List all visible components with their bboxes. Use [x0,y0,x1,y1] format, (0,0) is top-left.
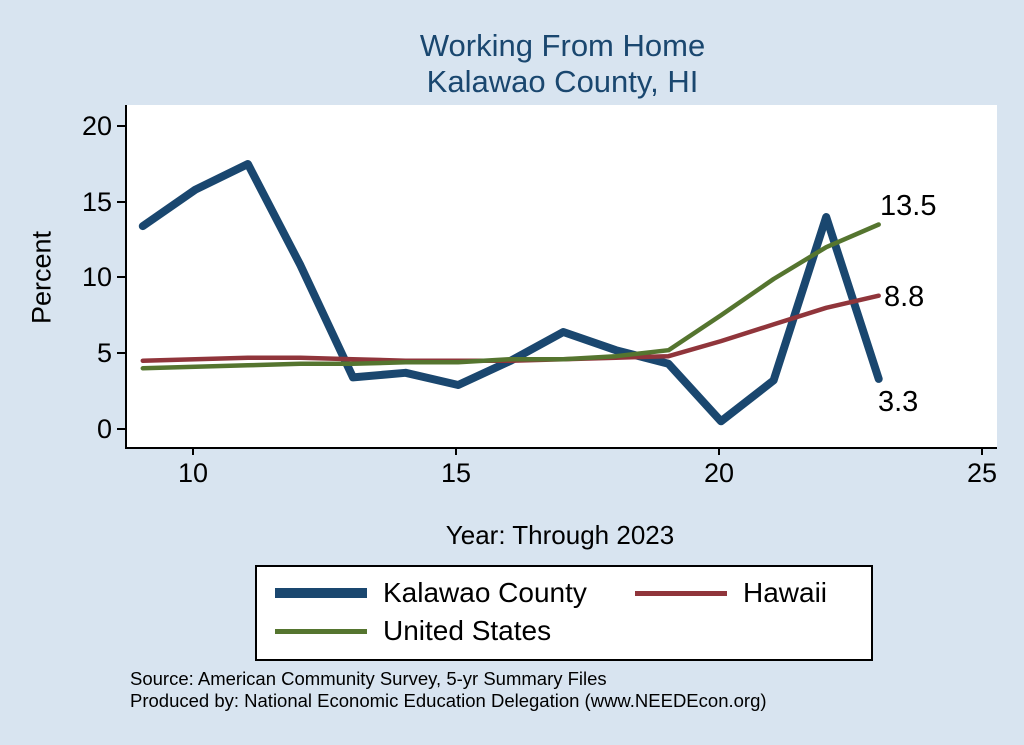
end-label-united-states: 13.5 [880,190,937,222]
y-tick-label: 20 [81,111,112,141]
end-label-hawaii: 8.8 [884,281,925,313]
legend-item-hawaii: Hawaii [635,577,853,609]
legend-item-kalawao: Kalawao County [275,577,635,609]
chart-title-line-1: Working From Home [419,28,706,63]
x-tick-label: 15 [440,458,472,488]
chart-title-line-2: Kalawao County, HI [426,63,699,99]
plot-area [125,105,997,449]
y-tick-label: 15 [81,187,112,217]
x-tick-mark [981,447,983,455]
legend-label-hawaii: Hawaii [743,577,828,608]
legend: Kalawao County Hawaii United States [255,565,873,661]
source-line-2: Produced by: National Economic Education… [130,690,767,712]
y-tick-mark [117,125,125,127]
y-tick-label: 5 [96,338,112,368]
y-tick-mark [117,201,125,203]
line-chart [138,160,883,426]
legend-item-united-states: United States [275,615,635,647]
legend-label-united-states: United States [383,615,552,646]
united-states-line-swatch [275,628,367,634]
source-block: Source: American Community Survey, 5-yr … [130,668,767,712]
x-tick-label: 10 [177,458,209,488]
end-label-kalawao: 3.3 [878,386,919,418]
hawaii-line-swatch [635,590,727,596]
kalawao-line-swatch [275,588,367,598]
x-tick-mark [718,447,720,455]
source-line-1: Source: American Community Survey, 5-yr … [130,668,607,689]
legend-label-kalawao: Kalawao County [383,577,587,608]
y-tick-mark [117,428,125,430]
x-axis-title: Year: Through 2023 [445,520,675,550]
y-axis-label: Percent [26,230,57,325]
y-tick-mark [117,352,125,354]
y-tick-label: 10 [81,262,112,292]
x-tick-mark [455,447,457,455]
x-tick-label: 25 [966,458,998,488]
y-tick-label: 0 [96,414,112,444]
chart-title: Working From Home Kalawao County, HI [130,28,995,99]
y-tick-mark [117,276,125,278]
x-tick-mark [192,447,194,455]
x-tick-label: 20 [703,458,735,488]
